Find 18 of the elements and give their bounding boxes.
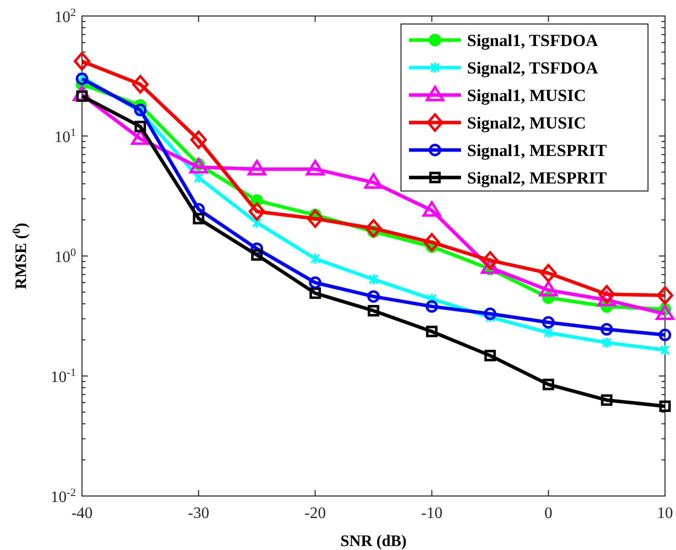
x-tick-label: 0	[544, 505, 552, 522]
x-tick-label: -20	[304, 505, 326, 522]
legend-label: Signal2, MUSIC	[467, 114, 586, 132]
legend-label: Signal2, MESPRIT	[467, 168, 608, 188]
y-tick-label: 10$^{1}$	[54, 127, 76, 146]
x-tick-label: -30	[188, 505, 210, 522]
legend-label: Signal1, TSFDOA	[467, 31, 599, 50]
x-axis-title: SNR (dB)	[340, 533, 407, 550]
legend-label: Signal1, MESPRIT	[467, 141, 608, 160]
legend-label: Signal1, MUSIC	[467, 86, 586, 105]
y-tick-label: 10$^{-2}$	[50, 487, 76, 506]
y-tick-label: 10$^{-1}$	[50, 367, 76, 386]
y-tick-label: 10$^{0}$	[54, 247, 76, 266]
y-tick-label: 10$^{2}$	[54, 7, 76, 26]
x-tick-label: -10	[421, 505, 442, 522]
x-tick-label: 10	[657, 505, 673, 522]
legend-label: Signal2, TSFDOA	[467, 58, 599, 78]
x-tick-label: -40	[71, 505, 93, 522]
